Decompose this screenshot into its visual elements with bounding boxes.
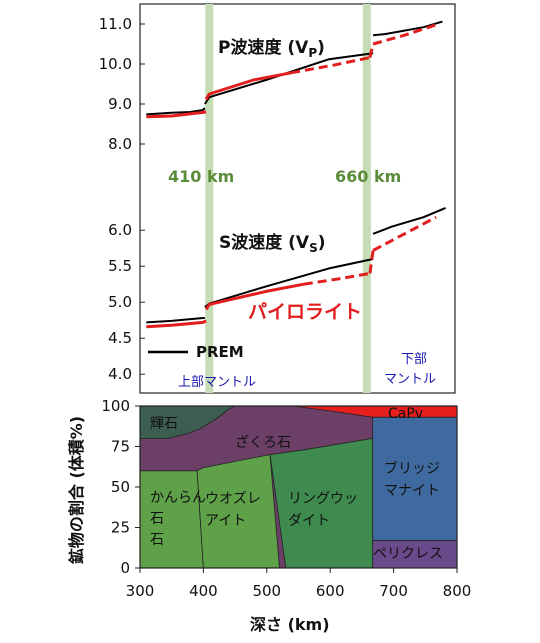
marker-410-label: 410 km: [168, 167, 234, 186]
vs-ytick-label-2: 5.0: [108, 293, 132, 311]
x-tick-label-2: 500: [252, 582, 281, 600]
wadsleyite-label-2: アイト: [205, 513, 246, 529]
vp-series-1-seg-0: [146, 110, 207, 119]
vs-series-2-seg-0: [303, 271, 371, 286]
olivine-label-1: かんらん: [150, 490, 206, 506]
vp-series-0-seg-1: [204, 52, 374, 105]
x-tick-label-4: 700: [379, 582, 408, 600]
vs-series-2-seg-1: [368, 250, 375, 274]
x-tick-label-3: 600: [316, 582, 345, 600]
y-tick-label-1: 25: [111, 519, 130, 537]
olivine-label-2: 石: [150, 511, 164, 527]
vp-ytick-label-2: 10.0: [99, 55, 132, 73]
vs-series-0-seg-0: [146, 317, 205, 324]
vs-ytick-label-0: 4.0: [108, 365, 132, 383]
vs-series-2-seg-2: [372, 215, 437, 252]
olivine-label-3: 石: [150, 532, 164, 548]
bridgmanite-region: [372, 416, 458, 541]
vs-ytick-label-3: 5.5: [108, 257, 132, 275]
vp-series-2-seg-2: [372, 23, 437, 46]
vp-ytick-label-3: 11.0: [99, 15, 132, 33]
vp-series-2-seg-1: [368, 43, 375, 58]
pyrolite-label: パイロライト: [248, 301, 362, 323]
pyroxene-label: 輝石: [150, 416, 178, 432]
y-tick-label-4: 100: [101, 397, 130, 415]
velocity-panel: 8.0 9.0 10.0 11.0 4.0 4.5 5.0 5.5 6.0: [99, 3, 456, 394]
legend-prem-label: PREM: [196, 343, 244, 361]
band-660: [362, 4, 371, 393]
y-tick-label-0: 0: [120, 559, 130, 577]
band-410: [205, 4, 214, 393]
velocity-frame: [139, 3, 456, 394]
vs-series-1-seg-0: [146, 319, 207, 329]
vs-title: S波速度 (VS): [219, 232, 326, 255]
y-tick-label-3: 75: [111, 438, 130, 456]
vp-title: P波速度 (VP): [218, 37, 325, 60]
y-tick-label-2: 50: [111, 478, 130, 496]
ringwoodite-label-2: ダイト: [288, 513, 330, 529]
x-tick-label-1: 400: [189, 582, 218, 600]
vp-series-0-seg-0: [146, 107, 206, 116]
ringwoodite-label-1: リングウッ: [288, 491, 358, 507]
wadsleyite-label-1: ウオズレ: [205, 491, 261, 507]
wadsleyite-region: [196, 454, 280, 569]
y-axis-label: 鉱物の割合 (体積%): [67, 416, 86, 564]
vs-ytick-label-1: 4.5: [108, 329, 132, 347]
x-tick-label-0: 300: [126, 582, 155, 600]
region-upper-mantle: 上部マントル: [178, 375, 256, 390]
bridgmanite-label-2: マナイト: [384, 483, 440, 499]
marker-660-label: 660 km: [335, 167, 401, 186]
vs-ytick-label-4: 6.0: [108, 221, 132, 239]
vs-series-1-seg-1: [204, 282, 305, 311]
x-tick-label-5: 800: [443, 582, 472, 600]
region-lower-mantle-2: マントル: [384, 372, 436, 387]
capv-label: CaPv: [388, 406, 423, 422]
periclase-label: ペリクレス: [373, 546, 443, 562]
vp-ytick-label-1: 9.0: [108, 95, 132, 113]
x-axis-label: 深さ (km): [250, 615, 330, 634]
vp-series-2-seg-0: [290, 56, 371, 75]
region-lower-mantle-1: 下部: [401, 352, 427, 367]
vs-series-0-seg-2: [372, 206, 446, 235]
vp-series-1-seg-1: [204, 71, 292, 100]
pyroxene-region: [139, 405, 236, 439]
bridgmanite-label-1: ブリッジ: [384, 460, 440, 477]
vp-ytick-label-0: 8.0: [108, 135, 132, 153]
garnet-label: ざくろ石: [235, 434, 291, 451]
